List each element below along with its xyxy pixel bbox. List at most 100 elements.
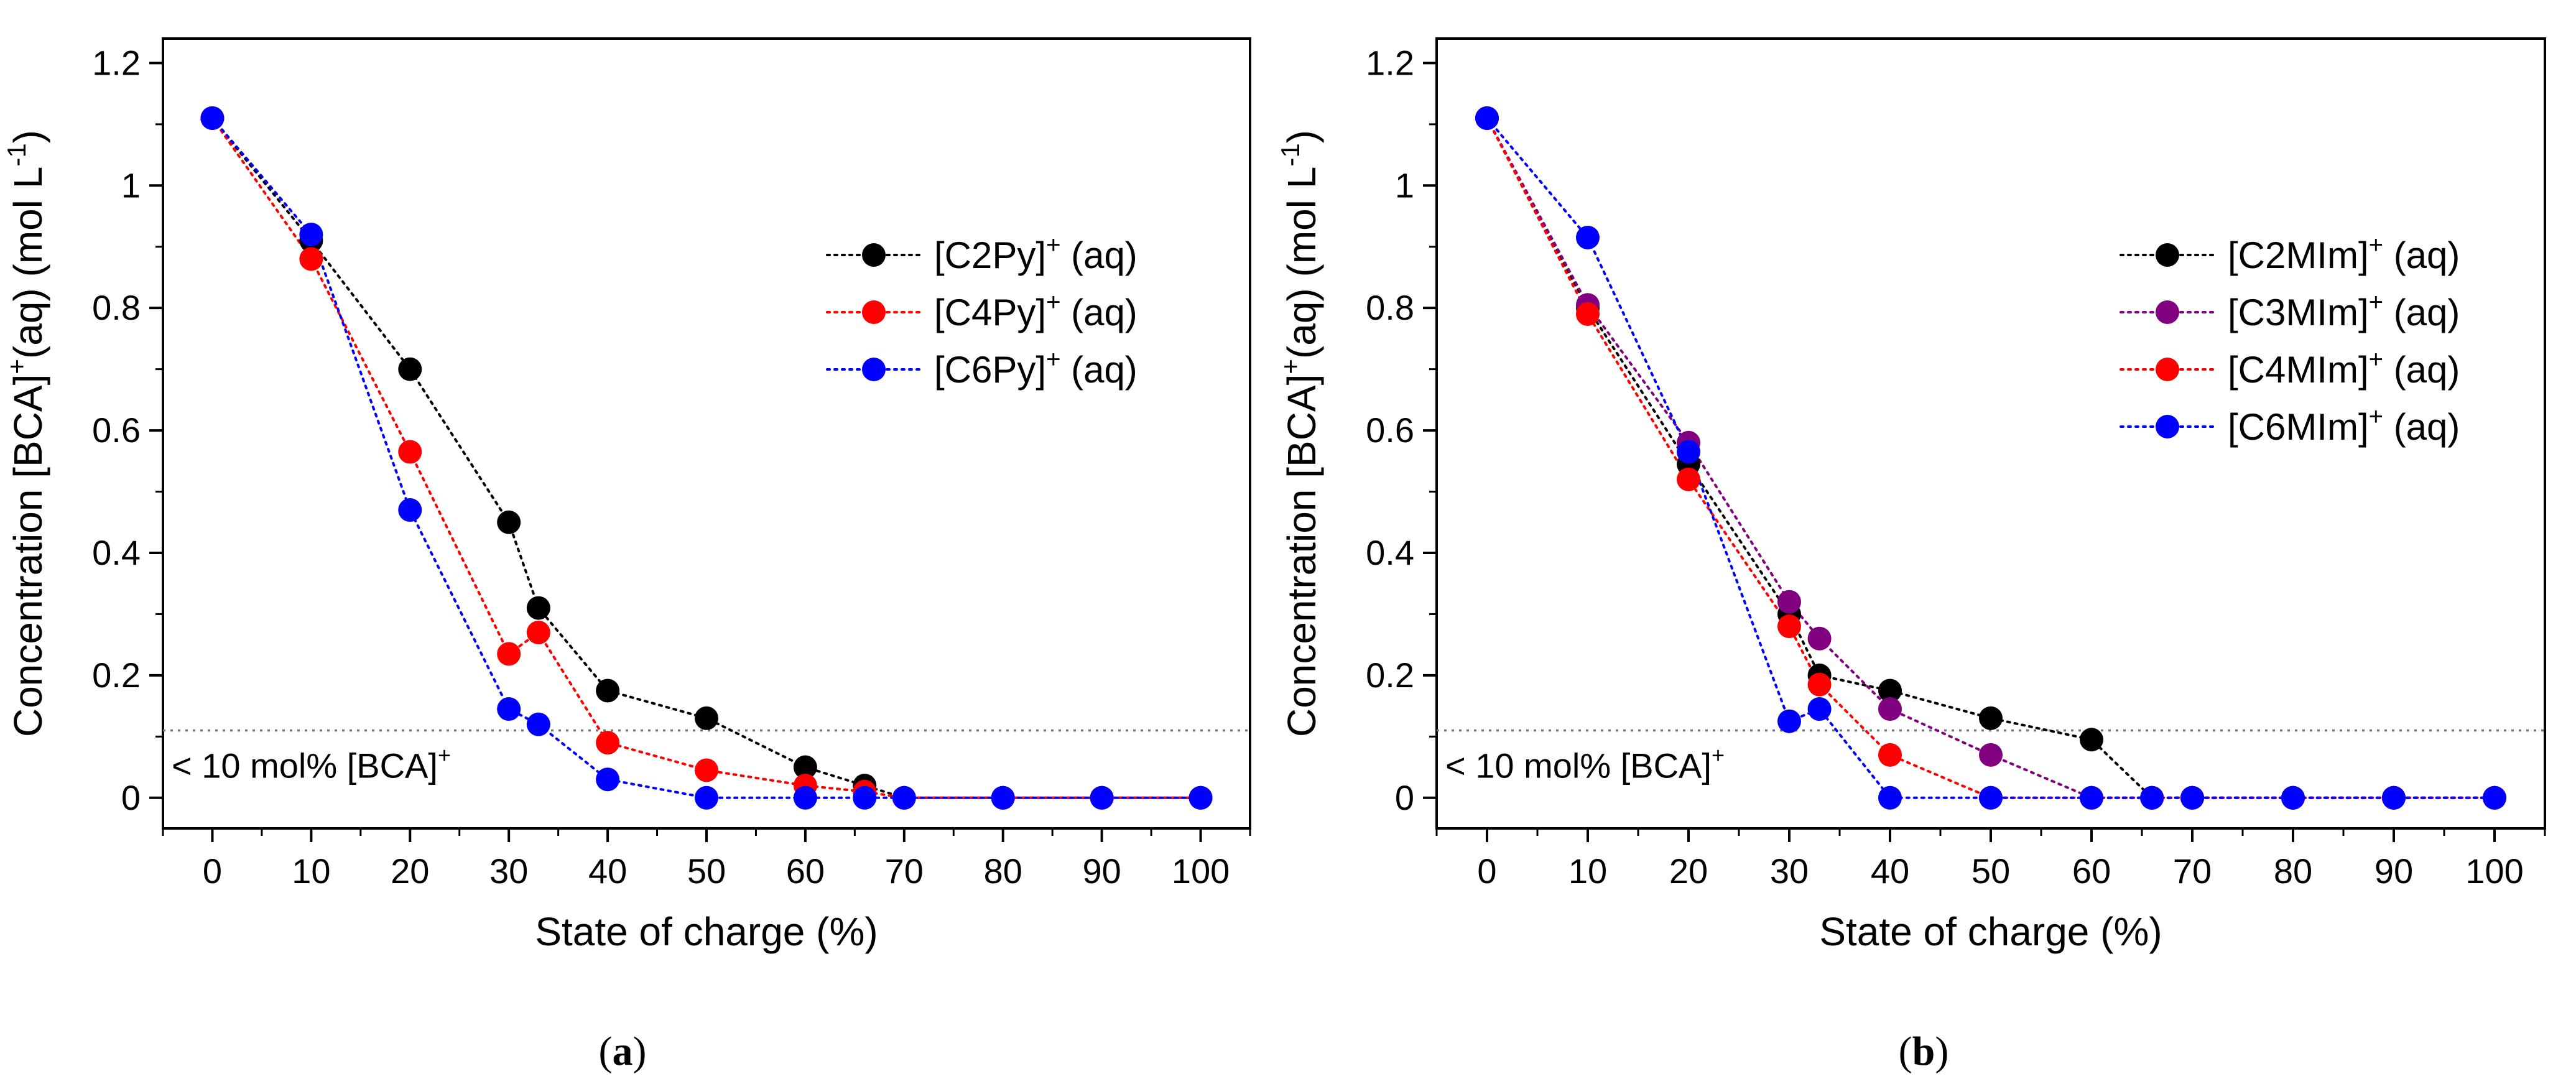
y-tick-label: 0.6 [1366, 410, 1414, 450]
y-tick-label: 1 [121, 165, 141, 205]
y-axis-label: Concentration [BCA]+(aq) (mol L-1) [2, 130, 50, 737]
y-tick-label: 1 [1395, 165, 1414, 205]
series-line-c3mim [1486, 116, 2496, 799]
data-point [695, 758, 718, 782]
data-point [596, 731, 620, 755]
legend-entry: [C4MIm]+ (aq) [2228, 346, 2460, 391]
data-point [1777, 590, 1801, 614]
data-point [1188, 785, 1213, 810]
y-tick-label: 1.2 [92, 43, 141, 82]
chart-panel-b: < 10 mol% [BCA]+ 0 10 20 30 40 50 60 70 80 90 100 0 0… [1276, 37, 2546, 1074]
y-tick-label: 0 [1395, 778, 1414, 817]
x-tick-label: 80 [984, 851, 1022, 891]
data-point [1807, 697, 1832, 721]
data-point [398, 440, 422, 464]
data-point [793, 785, 817, 810]
data-point [1807, 626, 1832, 651]
legend-entry: [C6MIm]+ (aq) [2228, 403, 2460, 448]
x-tick-label: 0 [203, 851, 222, 891]
data-point [2382, 785, 2406, 810]
y-tick-label: 1.2 [1366, 43, 1414, 82]
legend-marker [2156, 358, 2179, 381]
x-tick-label: 40 [1871, 851, 1909, 891]
data-point [497, 642, 521, 666]
y-tick-label: 0.8 [1366, 288, 1414, 327]
data-point [1979, 743, 2003, 767]
data-point [1090, 785, 1114, 810]
data-point [1677, 467, 1700, 491]
data-point [1979, 706, 2003, 730]
series-line-c6mim [1486, 116, 2496, 799]
x-tick-label: 30 [489, 851, 528, 891]
series-line-c2py [211, 116, 1202, 799]
legend-entry: [C4Py]+ (aq) [934, 289, 1137, 333]
series-line-c2mim [1486, 116, 2496, 799]
data-point [299, 223, 323, 247]
y-tick-label: 0.2 [92, 656, 141, 695]
x-tick-label: 70 [885, 851, 924, 891]
data-point [2140, 785, 2164, 810]
x-tick-label: 0 [1477, 851, 1496, 891]
data-point [2080, 785, 2103, 810]
x-tick-label: 10 [1568, 851, 1607, 891]
data-point [892, 785, 916, 810]
legend-marker [2156, 300, 2179, 324]
x-tick-label: 50 [1971, 851, 2010, 891]
series-line-c4mim [1486, 116, 2496, 799]
data-point [2180, 785, 2204, 810]
legend-entry: [C2MIm]+ (aq) [2228, 231, 2460, 276]
data-point [2483, 785, 2506, 810]
data-point [398, 357, 422, 381]
legend-marker [862, 243, 886, 267]
data-point [695, 785, 718, 810]
data-point [526, 596, 550, 620]
data-point [2080, 728, 2103, 752]
x-tick-label: 80 [2274, 851, 2312, 891]
data-point [1807, 672, 1832, 697]
data-point [695, 706, 718, 730]
x-tick-label: 60 [786, 851, 825, 891]
series-line-c6py [211, 116, 1202, 799]
data-point [497, 697, 521, 721]
data-point [1475, 106, 1499, 130]
data-point [2281, 785, 2305, 810]
x-tick-label: 90 [2374, 851, 2413, 891]
data-point [1677, 440, 1700, 464]
legend-marker [2156, 415, 2179, 438]
y-tick-label: 0.2 [1366, 656, 1414, 695]
x-tick-label: 100 [1172, 851, 1230, 891]
data-point [1576, 225, 1600, 249]
data-point [1878, 743, 1902, 767]
x-tick-label: 90 [1082, 851, 1121, 891]
data-point [596, 767, 620, 792]
y-tick-label: 0.8 [92, 288, 141, 327]
data-point [1878, 697, 1902, 721]
y-tick-label: 0 [121, 778, 141, 817]
legend-entry: [C3MIm]+ (aq) [2228, 289, 2460, 333]
y-tick-label: 0.4 [92, 533, 141, 572]
data-point [1979, 785, 2003, 810]
x-tick-label: 50 [687, 851, 726, 891]
data-point [991, 785, 1015, 810]
x-axis-label: State of charge (%) [1819, 909, 2162, 954]
data-point [526, 620, 550, 644]
legend-marker [862, 358, 886, 381]
data-point [398, 498, 422, 522]
data-point [1576, 302, 1600, 327]
chart-panel-a: < 10 mol% [BCA]+ 0 10 20 30 40 50 60 70 80 90 100 0 0… [2, 37, 1251, 1074]
x-tick-label: 100 [2465, 851, 2523, 891]
x-tick-label: 40 [588, 851, 627, 891]
threshold-label: < 10 mol% [BCA]+ [1445, 742, 1725, 785]
legend-entry: [C6Py]+ (aq) [934, 346, 1137, 391]
x-tick-label: 70 [2173, 851, 2212, 891]
data-point [526, 712, 550, 736]
data-point [497, 510, 521, 534]
x-tick-label: 20 [391, 851, 429, 891]
y-tick-label: 0.4 [1366, 533, 1414, 572]
y-axis-label: Concentration [BCA]+(aq) (mol L-1) [1276, 130, 1324, 737]
x-axis-label: State of charge (%) [535, 909, 878, 954]
panel-label: (b) [1899, 1029, 1949, 1074]
y-tick-label: 0.6 [92, 410, 141, 450]
x-tick-label: 60 [2072, 851, 2111, 891]
